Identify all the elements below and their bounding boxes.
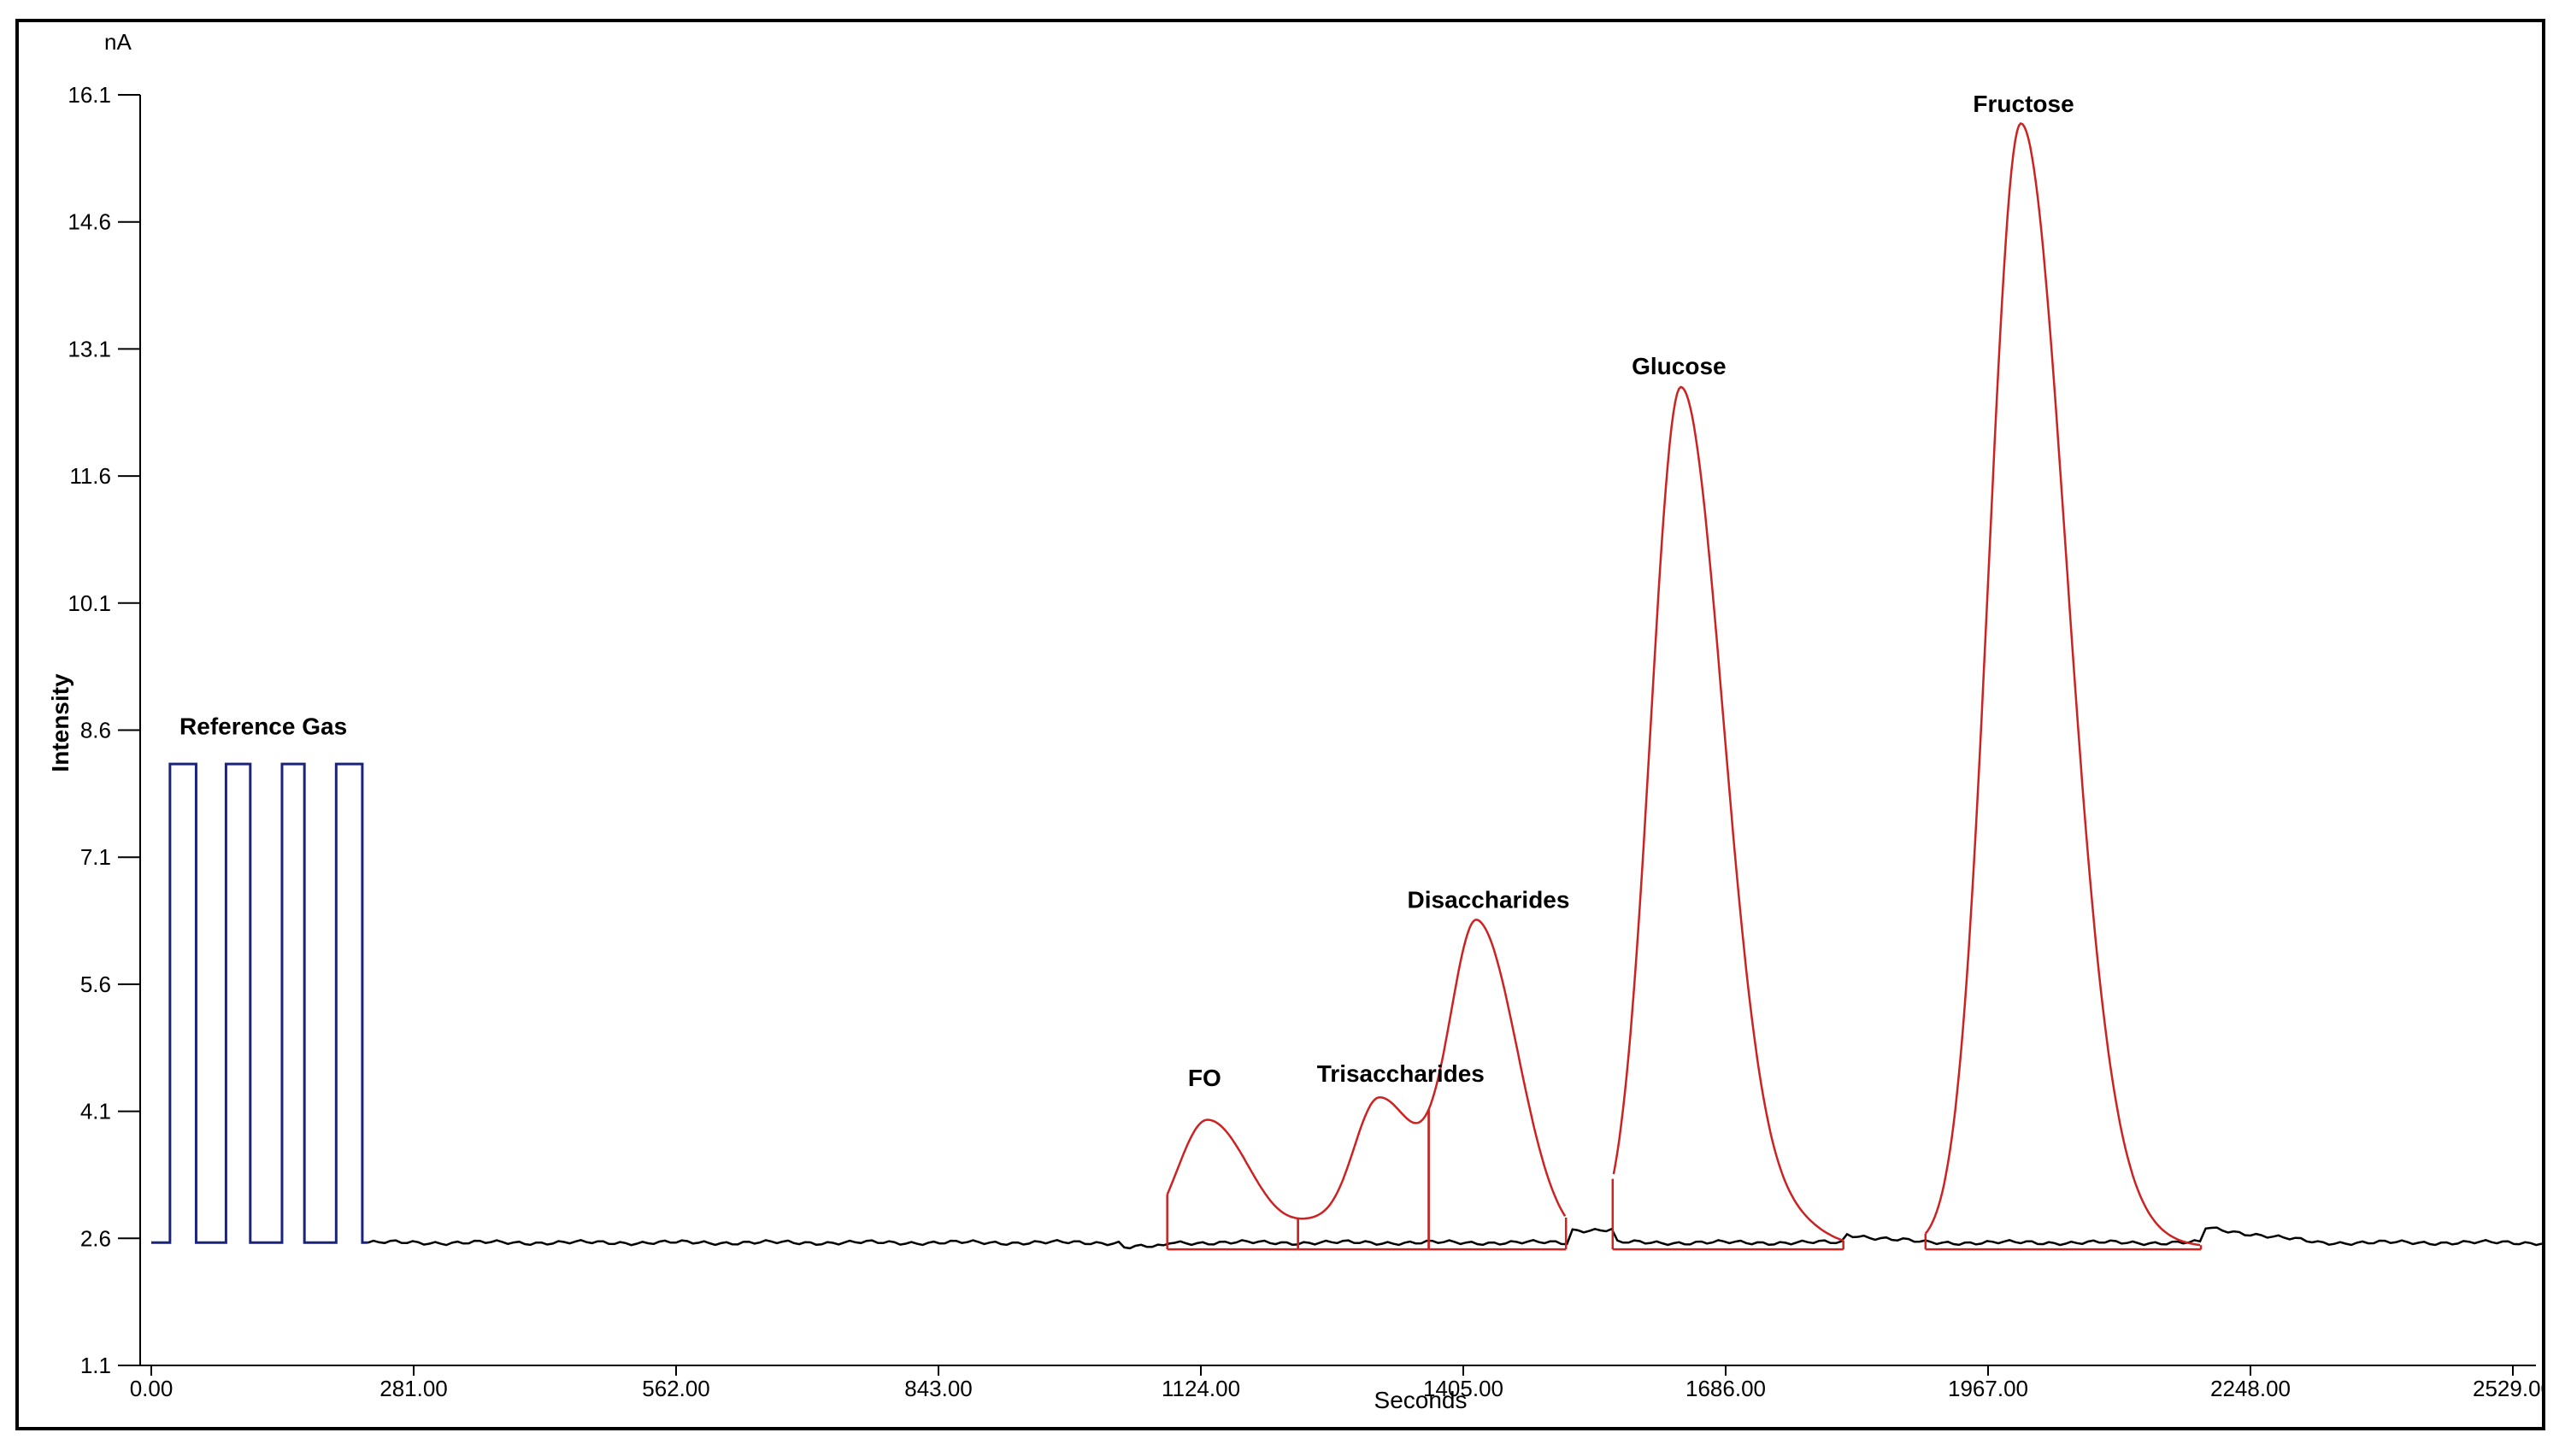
y-axis-title: Intensity (47, 673, 74, 772)
y-tick-label: 4.1 (80, 1099, 111, 1124)
peak-label: FO (1188, 1065, 1221, 1091)
x-tick-label: 281.00 (379, 1376, 448, 1401)
y-tick-label: 14.6 (68, 209, 111, 235)
y-ticks: 1.1 2.6 4.1 5.6 7.1 8.6 10.1 11.6 13.1 14.6 16.1 (68, 82, 140, 1378)
y-tick-label: 8.6 (80, 718, 111, 743)
y-tick-label: 2.6 (80, 1225, 111, 1251)
y-tick-label: 13.1 (68, 336, 111, 361)
x-axis-title: Seconds (1374, 1387, 1468, 1413)
sample-peaks-trace (1166, 122, 2201, 1247)
baseline-trace (368, 1226, 2542, 1250)
chart-frame: 1.1 2.6 4.1 5.6 7.1 8.6 10.1 11.6 13.1 14.6 16.1 0… (15, 19, 2545, 1430)
axes (139, 95, 2536, 1366)
x-ticks: 0.00 281.00 562.00 843.00 1124.00 1405.00 1686… (130, 1365, 2542, 1401)
peak-label: Disaccharides (1408, 887, 1570, 913)
x-tick-label: 2248.00 (2210, 1376, 2291, 1401)
x-tick-label: 1967.00 (1948, 1376, 2028, 1401)
x-tick-label: 1686.00 (1685, 1376, 1766, 1401)
x-tick-label: 1405.00 (1423, 1376, 1503, 1401)
y-tick-label: 7.1 (80, 844, 111, 870)
y-unit-label: nA (104, 29, 132, 55)
plot-area (151, 122, 2542, 1251)
peak-label: Trisaccharides (1317, 1060, 1485, 1087)
peak-label: Glucose (1632, 353, 1726, 379)
x-tick-label: 1124.00 (1162, 1376, 1240, 1401)
y-tick-label: 1.1 (80, 1353, 111, 1378)
chromatogram-chart: 1.1 2.6 4.1 5.6 7.1 8.6 10.1 11.6 13.1 14.6 16.1 0… (47, 29, 2542, 1413)
x-tick-label: 843.00 (904, 1376, 973, 1401)
x-tick-label: 562.00 (642, 1376, 710, 1401)
reference-gas-trace (151, 762, 368, 1244)
peak-annotations: Reference Gas FO Trisaccharides Disaccharid… (179, 91, 2074, 1091)
y-tick-label: 11.6 (69, 463, 111, 489)
peak-label: Fructose (1973, 91, 2074, 117)
y-tick-label: 10.1 (68, 590, 111, 616)
x-tick-label: 0.00 (130, 1376, 174, 1401)
x-tick-label: 2529.00 (2473, 1376, 2542, 1401)
y-tick-label: 16.1 (68, 82, 111, 108)
peak-label: Reference Gas (179, 713, 347, 739)
integration-lines (1166, 1109, 2203, 1251)
y-tick-label: 5.6 (80, 972, 111, 997)
